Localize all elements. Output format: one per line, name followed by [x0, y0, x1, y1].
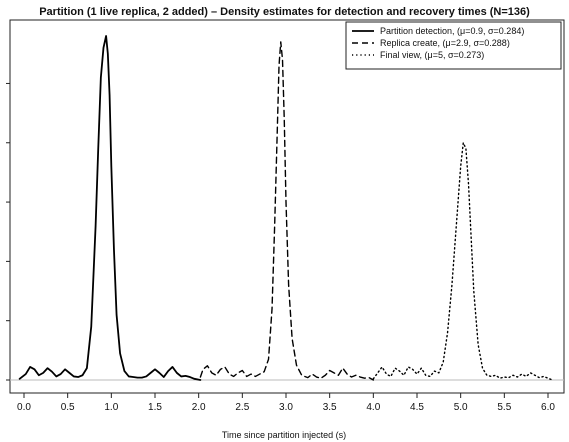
legend: Partition detection, (μ=0.9, σ=0.284) Rep… — [345, 21, 562, 70]
series-line-1 — [199, 41, 375, 381]
legend-label-0: Partition detection, (μ=0.9, σ=0.284) — [380, 26, 524, 36]
x-axis-label: Time since partition injected (s) — [222, 430, 346, 440]
x-tick-label-6: 3.0 — [279, 402, 293, 413]
x-tick-label-12: 6.0 — [541, 402, 555, 413]
legend-label-2: Final view, (μ=5, σ=0.273) — [380, 50, 484, 60]
series-line-2 — [372, 142, 554, 381]
x-tick-label-5: 2.5 — [235, 402, 249, 413]
x-tick-label-8: 4.0 — [366, 402, 380, 413]
x-tick-label-11: 5.5 — [497, 402, 511, 413]
x-tick-label-1: 0.5 — [61, 402, 75, 413]
x-tick-label-2: 1.0 — [104, 402, 118, 413]
plot-area: 0.0 0.5 1.0 1.5 2.0 2.5 3.0 3.5 4.0 4.5 5.0 5.5 6.0 — [6, 19, 565, 413]
x-tick-label-0: 0.0 — [17, 402, 31, 413]
legend-box — [345, 21, 562, 70]
x-tick-label-9: 4.5 — [410, 402, 424, 413]
x-tick-label-3: 1.5 — [148, 402, 162, 413]
legend-label-1: Replica create, (μ=2.9, σ=0.288) — [380, 38, 510, 48]
x-tick-label-4: 2.0 — [192, 402, 206, 413]
x-tick-label-10: 5.0 — [454, 402, 468, 413]
chart-title: Partition (1 live replica, 2 added) – De… — [39, 6, 530, 18]
series-line-0 — [18, 35, 202, 381]
plot-frame — [9, 19, 565, 394]
x-tick-label-7: 3.5 — [323, 402, 337, 413]
